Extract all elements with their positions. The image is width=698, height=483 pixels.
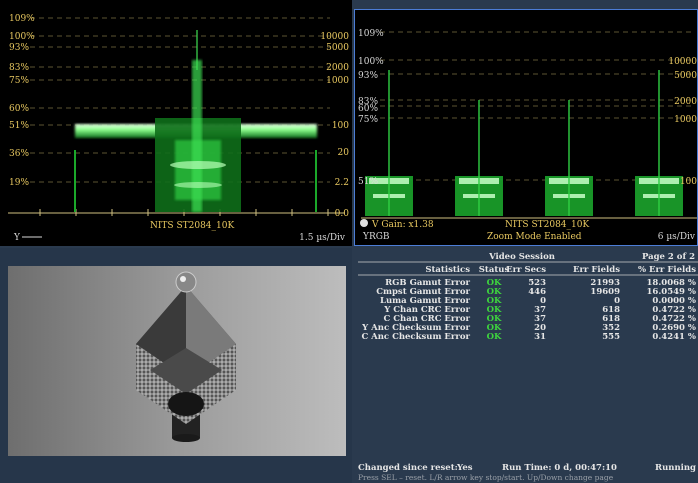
waveform-right-panel[interactable]: 109% 100% 93% 83% 60% 75% 51% 10000 5000… — [354, 9, 698, 246]
curve-label: NITS ST2084_10K — [150, 221, 234, 231]
row-statistic-name: Y Anc Checksum Error — [361, 323, 470, 333]
timebase-label: 6 µs/Div — [658, 232, 696, 242]
waveform-trace — [365, 70, 683, 216]
left-scale-label: 93% — [9, 43, 29, 53]
row-pct-err-fields: 0.2690 % — [652, 323, 696, 333]
left-scale-label: 51% — [9, 121, 29, 131]
row-pct-err-fields: 0.4722 % — [652, 314, 696, 324]
left-scale-label: 19% — [9, 178, 29, 188]
right-scale-label: 2000 — [326, 63, 349, 73]
row-err-fields: 618 — [602, 305, 620, 315]
gain-label: V Gain: x1.38 — [371, 220, 434, 230]
left-scale-label: 75% — [9, 76, 29, 86]
changed-since-reset-label: Changed since reset: — [358, 463, 458, 473]
page-indicator: Page 2 of 2 — [642, 252, 695, 262]
header-status: Status — [479, 265, 510, 275]
header-statistics: Statistics — [425, 265, 470, 275]
right-scale-label: 5000 — [326, 43, 349, 53]
row-err-fields: 21993 — [590, 278, 620, 288]
row-err-fields: 555 — [602, 332, 620, 342]
left-scale-label: 93% — [358, 71, 378, 81]
waveform-trace — [74, 30, 317, 212]
right-scale-label: 100 — [332, 121, 349, 131]
right-scale-label: 2000 — [674, 97, 697, 107]
right-scale-label: 2.2 — [335, 178, 349, 188]
statistics-panel[interactable]: Video Session Page 2 of 2 Statistics Sta… — [354, 248, 698, 483]
waveform-left-graph: 109% 100% 93% 83% 75% 60% 51% 36% 19% 10… — [8, 14, 350, 243]
header-pct-err-fields: % Err Fields — [638, 265, 696, 275]
left-scale-label: 60% — [358, 104, 378, 114]
picture-image — [8, 266, 346, 456]
left-scale-label: 60% — [9, 104, 29, 114]
row-err-secs: 37 — [534, 305, 546, 315]
row-err-secs: 37 — [534, 314, 546, 324]
row-err-fields: 618 — [602, 314, 620, 324]
row-statistic-name: Y Chan CRC Error — [383, 305, 470, 315]
mode-label: Zoom Mode Enabled — [487, 232, 582, 242]
timebase-label: 1.5 µs/Div — [299, 233, 346, 243]
row-pct-err-fields: 16.0549 % — [647, 287, 696, 297]
curve-label: NITS ST2084_10K — [505, 220, 589, 230]
row-pct-err-fields: 0.4722 % — [652, 305, 696, 315]
left-scale-label: 109% — [9, 14, 35, 24]
right-scale-label: 1000 — [674, 115, 697, 125]
right-scale-label: 20 — [338, 148, 350, 158]
left-scale-label: 36% — [9, 149, 29, 159]
row-err-secs: 446 — [528, 287, 546, 297]
right-scale-label: 10000 — [320, 32, 349, 42]
row-statistic-name: C Anc Checksum Error — [361, 332, 470, 342]
row-status: OK — [487, 314, 502, 324]
row-err-fields: 352 — [602, 323, 620, 333]
row-statistic-name: Cmpst Gamut Error — [376, 287, 470, 297]
row-err-secs: 20 — [534, 323, 546, 333]
row-status: OK — [487, 332, 502, 342]
row-err-secs: 523 — [528, 278, 546, 288]
right-scale-label: 1000 — [326, 76, 349, 86]
row-err-fields: 19609 — [590, 287, 620, 297]
row-status: OK — [487, 323, 502, 333]
graticule — [380, 31, 695, 181]
left-scale-label: 100% — [9, 32, 35, 42]
run-state: Running — [655, 463, 696, 473]
left-scale-label: 100% — [358, 57, 384, 67]
right-scale-label: 10000 — [668, 57, 697, 67]
row-pct-err-fields: 18.0068 % — [647, 278, 696, 288]
run-time: Run Time: 0 d, 00:47:10 — [502, 463, 617, 473]
gain-indicator-icon — [360, 219, 368, 227]
picture-panel[interactable] — [0, 248, 352, 483]
channel-label: YRGB — [362, 232, 390, 242]
channel-label: Y — [13, 233, 21, 243]
row-status: OK — [487, 305, 502, 315]
right-scale-label: 0.0 — [335, 209, 350, 219]
row-pct-err-fields: 0.4241 % — [652, 332, 696, 342]
waveform-right-graph: 109% 100% 93% 83% 60% 75% 51% 10000 5000… — [358, 29, 697, 242]
left-scale-label: 109% — [358, 29, 384, 39]
session-title: Video Session — [488, 252, 555, 262]
row-err-secs: 0 — [540, 296, 546, 306]
row-status: OK — [487, 278, 502, 288]
row-status: OK — [487, 296, 502, 306]
right-scale-label: 100 — [680, 177, 697, 187]
row-statistic-name: C Chan CRC Error — [384, 314, 471, 324]
right-scale-label: 5000 — [674, 71, 697, 81]
changed-since-reset-value: Yes — [456, 463, 473, 473]
row-status: OK — [487, 287, 502, 297]
header-err-fields: Err Fields — [573, 265, 620, 275]
row-statistic-name: Luma Gamut Error — [380, 296, 471, 306]
header-err-secs: Err Secs — [506, 265, 546, 275]
row-err-secs: 31 — [534, 332, 546, 342]
left-scale-label: 83% — [358, 97, 378, 107]
left-scale-label: 75% — [358, 115, 378, 125]
waveform-left-panel[interactable]: 109% 100% 93% 83% 75% 60% 51% 36% 19% 10… — [0, 0, 352, 246]
help-text: Press SEL – reset. L/R arrow key stop/st… — [358, 473, 614, 482]
statistics-table: Video Session Page 2 of 2 Statistics Sta… — [358, 252, 698, 482]
left-scale-label: 51% — [358, 177, 378, 187]
row-pct-err-fields: 0.0000 % — [652, 296, 696, 306]
left-scale-label: 83% — [9, 63, 29, 73]
row-statistic-name: RGB Gamut Error — [385, 278, 470, 288]
row-err-fields: 0 — [614, 296, 620, 306]
